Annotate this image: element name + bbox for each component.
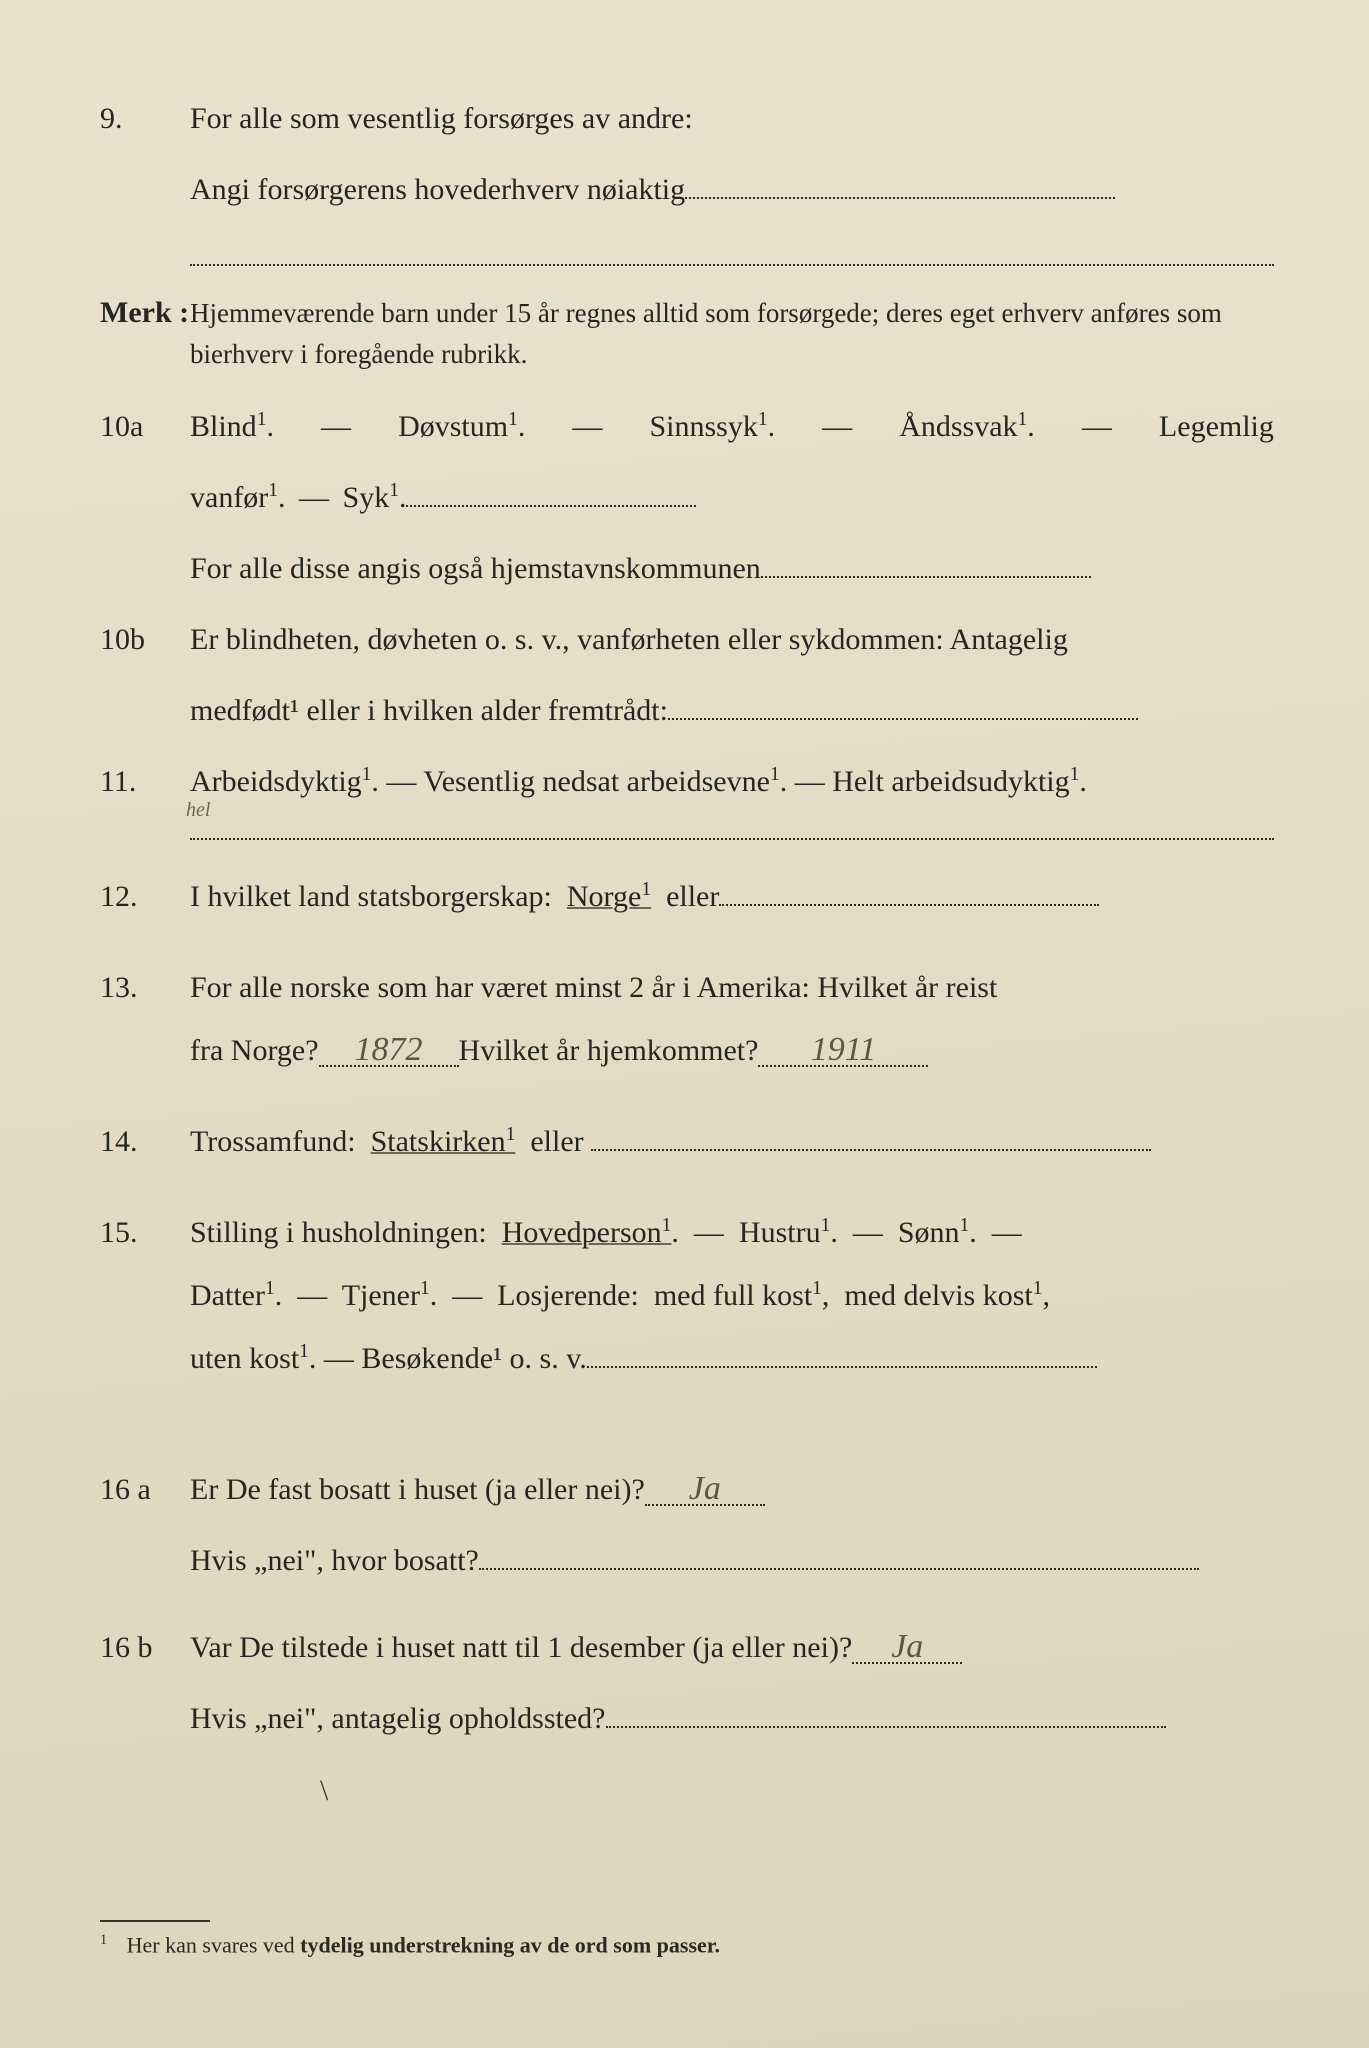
q10a-text3: For alle disse angis også hjemstavnskomm… bbox=[190, 552, 761, 585]
q9-extra-line bbox=[100, 232, 1274, 266]
q10a-line3: For alle disse angis også hjemstavnskomm… bbox=[100, 540, 1274, 597]
q16b-answer1[interactable]: Ja bbox=[852, 1630, 962, 1664]
census-form-page: 9. For alle som vesentlig forsørges av a… bbox=[0, 0, 1369, 2048]
q15-line3: uten kost1. — Besøkende¹ o. s. v. bbox=[100, 1330, 1274, 1387]
q12-blank[interactable] bbox=[719, 873, 1099, 907]
q15-line1: 15. Stilling i husholdningen: Hovedperso… bbox=[100, 1204, 1274, 1261]
q15-losj-uten[interactable]: uten kost bbox=[190, 1342, 299, 1375]
footnote-rule bbox=[100, 1920, 210, 1922]
q10b-text2: medfødt¹ eller i hvilken alder fremtrådt… bbox=[190, 694, 668, 727]
q15-tail: Besøkende¹ o. s. v. bbox=[361, 1342, 586, 1375]
q9-blank[interactable] bbox=[685, 166, 1115, 200]
q9-text1: For alle som vesentlig forsørges av andr… bbox=[190, 90, 1274, 147]
merk-note: Merk : Hjemmeværende barn under 15 år re… bbox=[100, 284, 1274, 377]
footnote-block: 1 Her kan svares ved tydelig understrekn… bbox=[100, 1920, 1274, 1958]
q9-line1: 9. For alle som vesentlig forsørges av a… bbox=[100, 90, 1274, 147]
q15-blank[interactable] bbox=[587, 1335, 1097, 1369]
q15-losj-full[interactable]: med full kost bbox=[654, 1279, 812, 1312]
q13-number: 13. bbox=[100, 959, 190, 1016]
merk-label: Merk : bbox=[100, 284, 190, 341]
q10a-opt-andssvak[interactable]: Åndssvak bbox=[899, 410, 1017, 443]
q10a-opt-legemlig-part1: Legemlig bbox=[1159, 398, 1274, 455]
q15-prefix: Stilling i husholdningen: bbox=[190, 1216, 487, 1249]
q15-losj-label: Losjerende: bbox=[497, 1279, 639, 1312]
q10a-blank[interactable] bbox=[406, 474, 696, 508]
q15-opt-sonn[interactable]: Sønn bbox=[898, 1216, 960, 1249]
q15-number: 15. bbox=[100, 1204, 190, 1261]
q16a-line1: 16 a Er De fast bosatt i huset (ja eller… bbox=[100, 1461, 1274, 1518]
q16a-q2: Hvis „nei", hvor bosatt? bbox=[190, 1544, 479, 1577]
q14-blank[interactable] bbox=[591, 1118, 1151, 1152]
q16a-line2: Hvis „nei", hvor bosatt? bbox=[100, 1532, 1274, 1589]
q12: 12. I hvilket land statsborgerskap: Norg… bbox=[100, 868, 1274, 925]
q16b-q2: Hvis „nei", antagelig opholdssted? bbox=[190, 1702, 606, 1735]
merk-text: Hjemmeværende barn under 15 år regnes al… bbox=[190, 293, 1274, 377]
q15-losj-delvis[interactable]: med delvis kost bbox=[844, 1279, 1032, 1312]
q16b-line1: 16 b Var De tilstede i huset natt til 1 … bbox=[100, 1619, 1274, 1676]
q10a-blank2[interactable] bbox=[761, 545, 1091, 579]
q12-suffix: eller bbox=[666, 880, 719, 913]
q13-text1: For alle norske som har været minst 2 år… bbox=[190, 959, 1274, 1016]
q9-line2: Angi forsørgerens hovederhverv nøiaktig bbox=[100, 161, 1274, 218]
q13-qa: fra Norge? bbox=[190, 1034, 319, 1067]
q14-suffix: eller bbox=[530, 1125, 583, 1158]
q16a-blank2[interactable] bbox=[479, 1537, 1199, 1571]
q9-number: 9. bbox=[100, 90, 190, 147]
q16a-number: 16 a bbox=[100, 1461, 190, 1518]
q13-line1: 13. For alle norske som har været minst … bbox=[100, 959, 1274, 1016]
q10a-opt-vanfor[interactable]: vanfør bbox=[190, 481, 268, 514]
q10a-line2: vanfør1. — Syk1. bbox=[100, 469, 1274, 526]
q13-answer-b[interactable]: 1911 bbox=[758, 1033, 928, 1067]
q14: 14. Trossamfund: Statskirken1 eller bbox=[100, 1113, 1274, 1170]
q13-line2: fra Norge?1872Hvilket år hjemkommet?1911 bbox=[100, 1022, 1274, 1079]
footnote-marker: 1 bbox=[100, 1932, 107, 1948]
q11: 11. Arbeidsdyktig1. hel — Vesentlig neds… bbox=[100, 753, 1274, 810]
q15-line2: Datter1. — Tjener1. — Losjerende: med fu… bbox=[100, 1267, 1274, 1324]
stray-mark-icon: \ bbox=[320, 1774, 328, 1808]
q14-number: 14. bbox=[100, 1113, 190, 1170]
q15-opt-hustru[interactable]: Hustru bbox=[739, 1216, 821, 1249]
q16a-answer1[interactable]: Ja bbox=[645, 1472, 765, 1506]
footnote: 1 Her kan svares ved tydelig understrekn… bbox=[100, 1932, 1274, 1958]
q16b-q1: Var De tilstede i huset natt til 1 desem… bbox=[190, 1631, 852, 1664]
q11-opt-nedsat[interactable]: Vesentlig nedsat arbeidsevne bbox=[423, 765, 770, 798]
q10a-opt-sinnssyk[interactable]: Sinnssyk bbox=[649, 410, 757, 443]
q9-blank-full[interactable] bbox=[190, 232, 1274, 266]
q10b-line1: 10b Er blindheten, døvheten o. s. v., va… bbox=[100, 611, 1274, 668]
separator-1 bbox=[190, 838, 1274, 840]
q11-opt-arbeidsdyktig[interactable]: Arbeidsdyktig bbox=[190, 765, 362, 798]
q11-handwritten-note: hel bbox=[186, 791, 210, 829]
q11-opt-udyktig[interactable]: Helt arbeidsudyktig bbox=[832, 765, 1069, 798]
q10a-number: 10a bbox=[100, 398, 190, 455]
q12-number: 12. bbox=[100, 868, 190, 925]
q12-prefix: I hvilket land statsborgerskap: bbox=[190, 880, 552, 913]
q10a-opt-blind[interactable]: Blind bbox=[190, 410, 257, 443]
q10b-line2: medfødt¹ eller i hvilken alder fremtrådt… bbox=[100, 682, 1274, 739]
q10b-blank[interactable] bbox=[668, 687, 1138, 721]
q16b-line2: Hvis „nei", antagelig opholdssted? bbox=[100, 1690, 1274, 1747]
q16b-number: 16 b bbox=[100, 1619, 190, 1676]
q16b-blank2[interactable] bbox=[606, 1695, 1166, 1729]
q16a-q1: Er De fast bosatt i huset (ja eller nei)… bbox=[190, 1473, 645, 1506]
q10a-opt-dovstum[interactable]: Døvstum bbox=[398, 410, 508, 443]
q9-text2: Angi forsørgerens hovederhverv nøiaktig bbox=[190, 173, 685, 206]
q10a-line1: 10a Blind1. — Døvstum1. — Sinnssyk1. — Å… bbox=[100, 398, 1274, 455]
q10a-opt-syk[interactable]: Syk bbox=[343, 481, 390, 514]
q10b-number: 10b bbox=[100, 611, 190, 668]
q13-qb: Hvilket år hjemkommet? bbox=[459, 1034, 759, 1067]
q15-opt-hovedperson[interactable]: Hovedperson1 bbox=[502, 1216, 672, 1249]
q12-default-norge[interactable]: Norge1 bbox=[567, 880, 651, 913]
q13-answer-a[interactable]: 1872 bbox=[319, 1033, 459, 1067]
q15-opt-tjener[interactable]: Tjener bbox=[342, 1279, 420, 1312]
q10b-text1: Er blindheten, døvheten o. s. v., vanfør… bbox=[190, 611, 1274, 668]
q14-default-statskirken[interactable]: Statskirken1 bbox=[371, 1125, 516, 1158]
q11-number: 11. bbox=[100, 753, 190, 810]
q15-opt-datter[interactable]: Datter bbox=[190, 1279, 265, 1312]
q14-prefix: Trossamfund: bbox=[190, 1125, 356, 1158]
